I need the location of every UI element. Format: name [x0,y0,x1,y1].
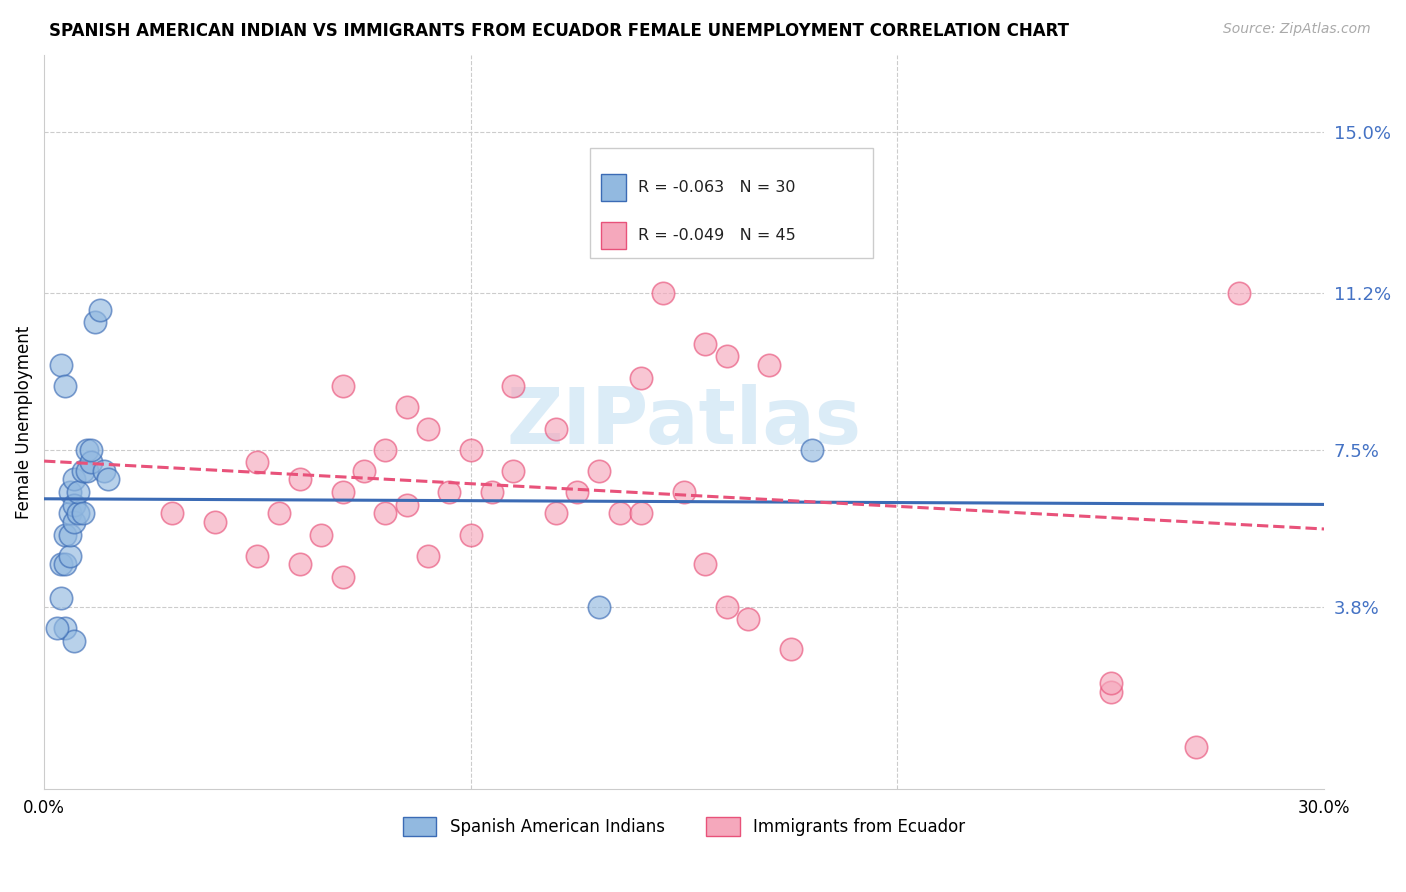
Point [1099,684,1122,698]
Point [311,527,333,541]
Point [267,507,290,521]
Point [55,558,77,572]
Legend: Spanish American Indians, Immigrants from Ecuador: Spanish American Indians, Immigrants fro… [404,817,965,836]
Point [89,302,111,317]
Point [651,285,673,300]
Point [460,442,482,457]
Point [67,507,90,521]
Point [588,599,610,614]
Point [567,485,589,500]
Point [1227,285,1250,300]
Point [609,507,631,521]
Point [93,464,115,478]
Point [59,527,82,541]
Point [72,507,94,521]
Point [460,527,482,541]
Point [80,455,103,469]
Point [80,442,103,457]
Point [72,464,94,478]
Point [288,558,311,572]
Text: R = -0.063   N = 30: R = -0.063 N = 30 [638,180,796,194]
Point [76,464,98,478]
Point [695,558,717,572]
Point [395,401,418,415]
Point [55,379,77,393]
Point [716,188,738,202]
Point [59,549,82,563]
Point [758,358,780,372]
Point [801,442,824,457]
Point [695,336,717,351]
Point [51,591,73,606]
Y-axis label: Female Unemployment: Female Unemployment [15,326,32,519]
Point [288,473,311,487]
Point [395,498,418,512]
Point [779,642,801,657]
Point [502,379,524,393]
Point [63,515,86,529]
Point [63,633,86,648]
Point [416,549,439,563]
Point [716,599,738,614]
Point [332,570,354,584]
Point [160,507,183,521]
Point [353,464,375,478]
Point [374,442,396,457]
Point [63,473,86,487]
Point [737,612,759,626]
Point [716,350,738,364]
Text: ZIPatlas: ZIPatlas [506,384,862,460]
Point [546,421,568,435]
Point [588,464,610,478]
Point [630,370,652,384]
Point [546,507,568,521]
Point [246,455,269,469]
Point [502,464,524,478]
Point [416,421,439,435]
Point [45,621,67,635]
Point [439,485,461,500]
Point [97,473,120,487]
Point [673,485,696,500]
Point [67,485,90,500]
Point [204,515,226,529]
Point [332,485,354,500]
Text: SPANISH AMERICAN INDIAN VS IMMIGRANTS FROM ECUADOR FEMALE UNEMPLOYMENT CORRELATI: SPANISH AMERICAN INDIAN VS IMMIGRANTS FR… [49,22,1069,40]
Point [246,549,269,563]
Point [1185,739,1208,754]
Point [63,498,86,512]
Point [332,379,354,393]
Point [481,485,503,500]
Point [55,621,77,635]
Point [51,358,73,372]
Point [59,485,82,500]
Point [59,507,82,521]
Text: Source: ZipAtlas.com: Source: ZipAtlas.com [1223,22,1371,37]
Point [51,558,73,572]
Point [84,316,107,330]
Point [1099,676,1122,690]
Text: R = -0.049   N = 45: R = -0.049 N = 45 [638,228,796,244]
Point [76,442,98,457]
Point [55,527,77,541]
Point [630,507,652,521]
Point [374,507,396,521]
